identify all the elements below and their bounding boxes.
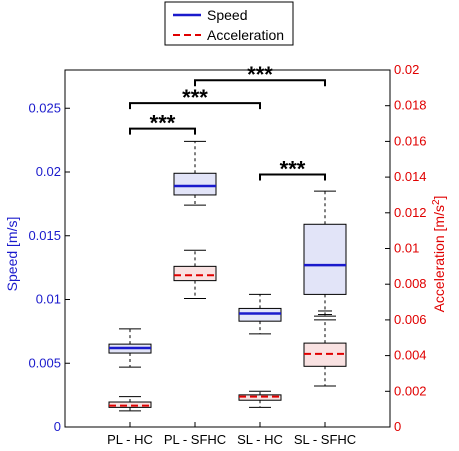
speed-box [238,293,282,335]
speed-box [108,328,152,368]
left-tick-label: 0 [54,419,61,434]
bracket-line [129,127,196,135]
right-tick-label: 0.018 [394,98,427,113]
bracket-line [129,102,261,110]
right-tick-label: 0.008 [394,276,427,291]
acceleration-box [303,310,347,387]
right-axis-label: Acceleration [m/s2] [431,196,448,313]
x-tick-label: SL - HC [237,432,283,447]
iqr-box [173,265,217,282]
x-tick-label: PL - HC [107,432,153,447]
right-tick-label: 0.006 [394,312,427,327]
speed-box [173,140,217,206]
significance-stars: *** [150,111,176,136]
right-tick-label: 0 [394,419,401,434]
right-tick-label: 0.014 [394,169,427,184]
right-tick-label: 0.012 [394,205,427,220]
bracket-line [194,79,326,87]
x-tick-label: PL - SFHC [164,432,226,447]
boxes [108,140,347,412]
legend: Speed Acceleration [164,1,294,46]
iqr-box [238,307,282,322]
right-tick-label: 0.004 [394,348,427,363]
left-axis-label: Speed [m/s] [4,217,20,292]
significance-stars: *** [182,85,208,110]
significance-brackets: ************ [129,62,326,182]
legend-box [164,1,294,46]
iqr-box [303,223,347,295]
significance-bracket: *** [129,85,261,110]
significance-bracket: *** [194,62,326,87]
left-tick-label: 0.015 [28,228,61,243]
x-axis: PL - HC PL - SFHC SL - HC SL - SFHC [107,422,356,447]
acceleration-box [108,396,152,412]
right-tick-label: 0.01 [394,241,419,256]
left-tick-label: 0.005 [28,355,61,370]
left-tick-label: 0.01 [36,292,61,307]
legend-acceleration-label: Acceleration [207,27,284,43]
right-tick-label: 0.002 [394,383,427,398]
significance-stars: *** [280,157,306,182]
acceleration-box [173,249,217,299]
significance-bracket: *** [259,157,326,182]
acceleration-box [238,390,282,408]
speed-box [303,190,347,317]
right-tick-label: 0.02 [394,62,419,77]
left-tick-label: 0.025 [28,100,61,115]
iqr-box [173,172,217,196]
right-axis: 0 0.002 0.004 0.006 0.008 0.01 0.012 0.014 0.016… [385,62,427,434]
left-axis: 0 0.005 0.01 0.015 0.02 0.025 [28,100,70,434]
significance-stars: *** [247,62,273,87]
legend-speed-label: Speed [207,7,247,23]
left-tick-label: 0.02 [36,164,61,179]
right-tick-label: 0.016 [394,133,427,148]
significance-bracket: *** [129,111,196,136]
bracket-line [259,173,326,181]
x-tick-label: SL - SFHC [294,432,356,447]
